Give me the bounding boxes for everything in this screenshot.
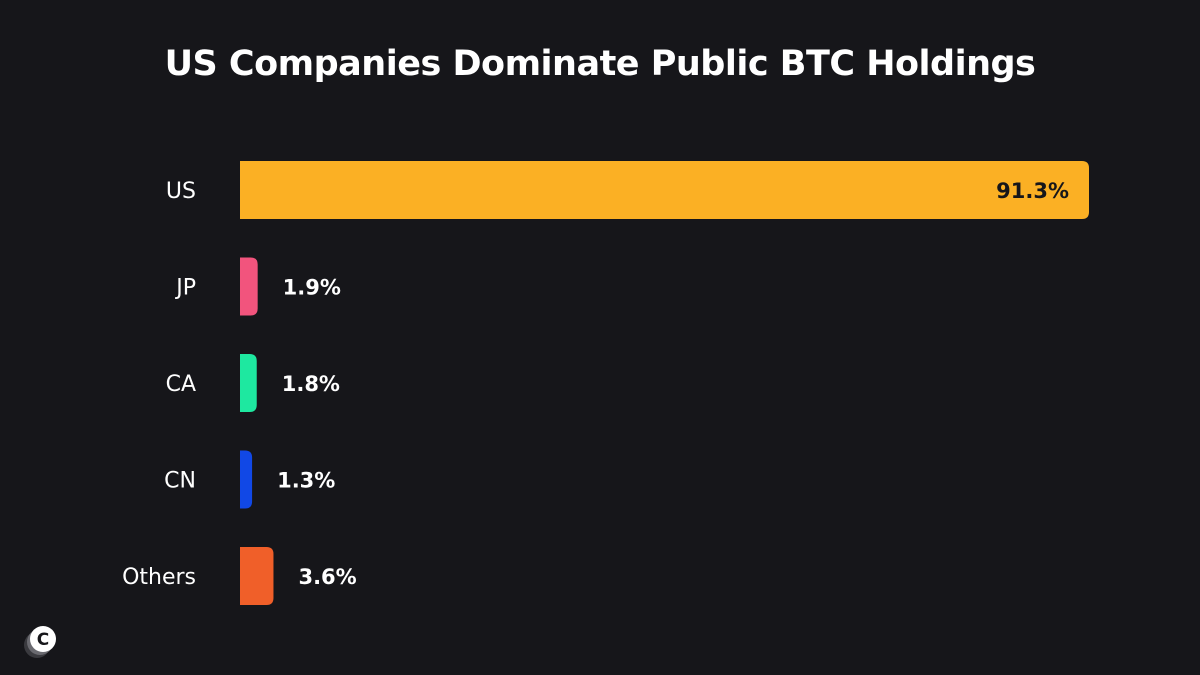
coin-c-logo-icon: C [24, 626, 56, 658]
category-label: Others [122, 565, 196, 590]
bar [240, 354, 257, 412]
category-label: CN [164, 469, 196, 494]
bars-layer: US 91.3% JP 1.9% CA 1.8% CN 1.3% Others 3.6% [122, 161, 1089, 605]
value-label: 1.9% [283, 276, 341, 300]
category-label: JP [174, 276, 196, 301]
bar [240, 161, 1089, 219]
value-label: 3.6% [298, 565, 356, 589]
bar [240, 450, 253, 509]
bar [240, 257, 258, 316]
category-label: CA [166, 372, 196, 397]
bar [240, 547, 274, 605]
value-label: 1.3% [277, 469, 335, 493]
logo-letter: C [37, 630, 49, 650]
chart-title: US Companies Dominate Public BTC Holding… [164, 44, 1036, 84]
value-label: 1.8% [282, 372, 340, 396]
category-label: US [166, 179, 196, 204]
value-label: 91.3% [996, 179, 1069, 203]
